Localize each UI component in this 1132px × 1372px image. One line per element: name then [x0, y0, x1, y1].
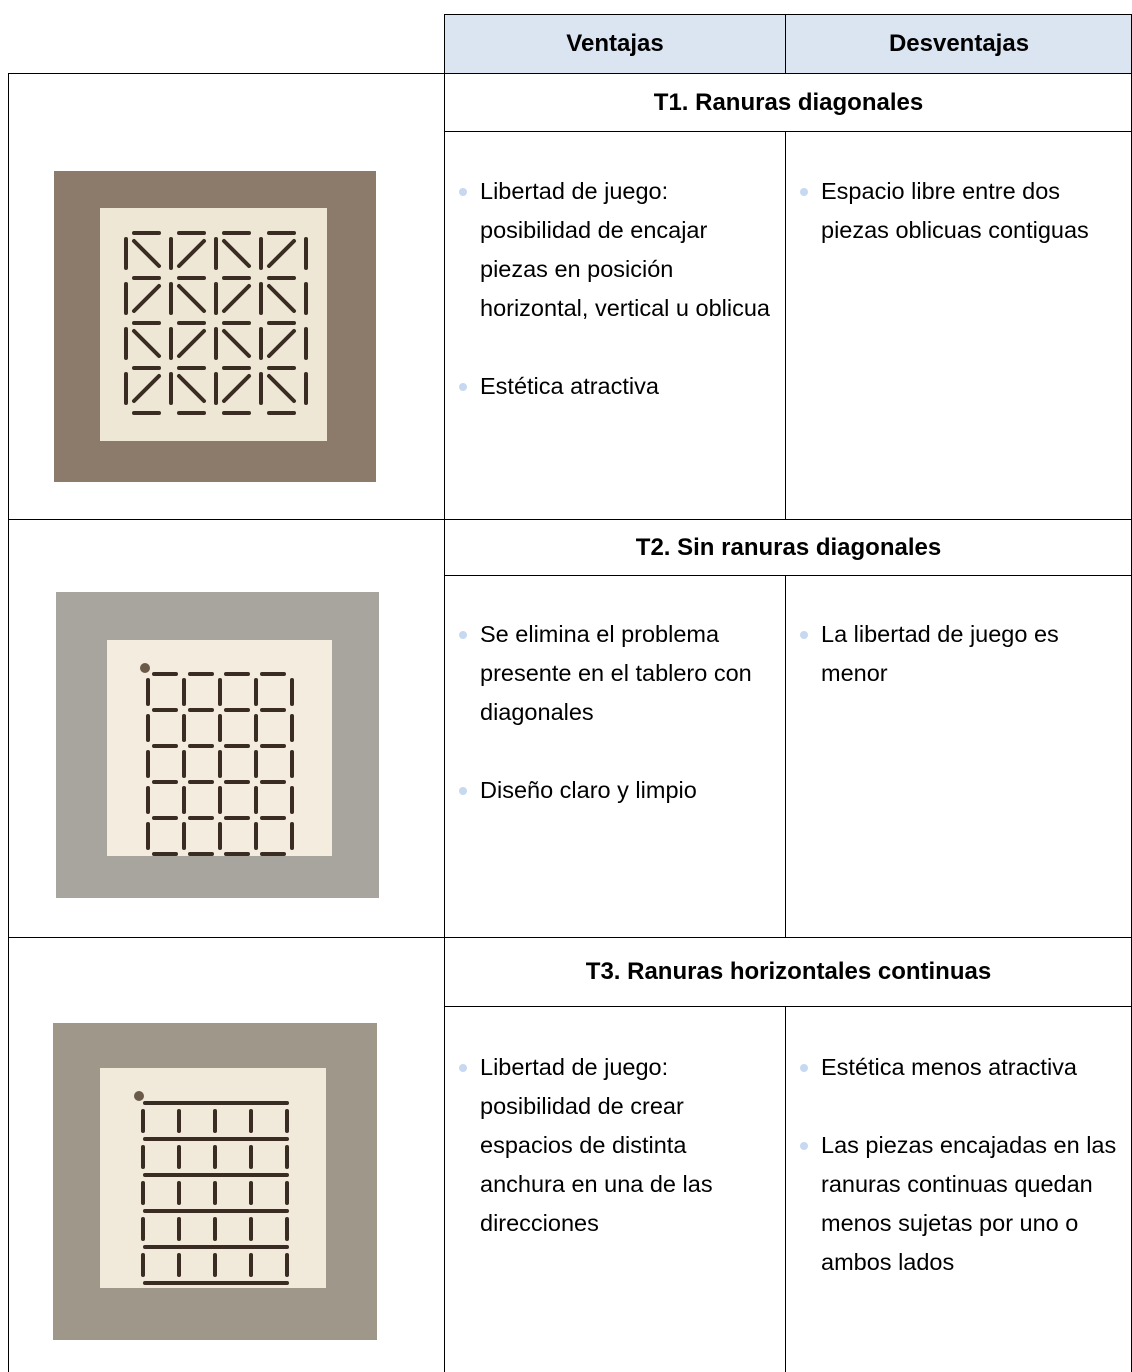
hole — [140, 663, 150, 673]
border — [444, 1006, 1132, 1007]
border — [8, 73, 1132, 74]
slot — [222, 329, 251, 358]
disadvantages-list: La libertad de juego es menor — [799, 615, 1129, 732]
row-title: T3. Ranuras horizontales continuas — [585, 958, 992, 985]
border — [444, 14, 445, 1372]
slot — [267, 374, 296, 403]
advantages-list: Libertad de juego: posibilidad de crear … — [458, 1048, 776, 1282]
board-photo — [53, 1023, 377, 1340]
slot — [132, 329, 161, 358]
bullet-item: Estética menos atractiva — [799, 1048, 1129, 1087]
slot — [177, 329, 206, 358]
slot — [222, 284, 251, 313]
header-disadvantages: Desventajas — [786, 15, 1132, 73]
bullet-item: Libertad de juego: posibilidad de crear … — [458, 1048, 776, 1243]
board — [107, 640, 332, 856]
slot — [132, 284, 161, 313]
bullet-item: Las piezas encajadas en las ranuras cont… — [799, 1126, 1129, 1282]
advantages-list: Se elimina el problema presente en el ta… — [458, 615, 776, 849]
border — [785, 14, 786, 73]
bullet-item: La libertad de juego es menor — [799, 615, 1129, 693]
slot — [267, 329, 296, 358]
row-title: T1. Ranuras diagonales — [653, 88, 924, 116]
border — [444, 131, 1132, 132]
disadvantages-list: Espacio libre entre dos piezas oblicuas … — [799, 172, 1129, 289]
slot — [132, 374, 161, 403]
border — [785, 131, 786, 519]
board-photo — [56, 592, 379, 898]
board-photo — [54, 171, 376, 482]
slot — [267, 284, 296, 313]
bullet-item: Diseño claro y limpio — [458, 771, 776, 810]
border — [8, 937, 1132, 938]
header-advantages: Ventajas — [445, 15, 785, 73]
border — [8, 519, 1132, 520]
bullet-item: Estética atractiva — [458, 367, 776, 406]
border — [785, 1006, 786, 1372]
slot — [177, 374, 206, 403]
disadvantages-list: Estética menos atractiva Las piezas encaj… — [799, 1048, 1129, 1321]
bullet-item: Se elimina el problema presente en el ta… — [458, 615, 776, 732]
border — [444, 14, 1132, 15]
border — [8, 73, 9, 1372]
border — [444, 575, 1132, 576]
slot — [222, 374, 251, 403]
slot — [222, 239, 251, 268]
slot — [177, 239, 206, 268]
bullet-item: Espacio libre entre dos piezas oblicuas … — [799, 172, 1129, 250]
slot — [267, 239, 296, 268]
slot — [177, 284, 206, 313]
border — [785, 575, 786, 937]
slot — [132, 239, 161, 268]
advantages-list: Libertad de juego: posibilidad de encaja… — [458, 172, 776, 445]
row-title: T2. Sin ranuras diagonales — [635, 533, 942, 561]
bullet-item: Libertad de juego: posibilidad de encaja… — [458, 172, 776, 328]
hole — [134, 1091, 144, 1101]
